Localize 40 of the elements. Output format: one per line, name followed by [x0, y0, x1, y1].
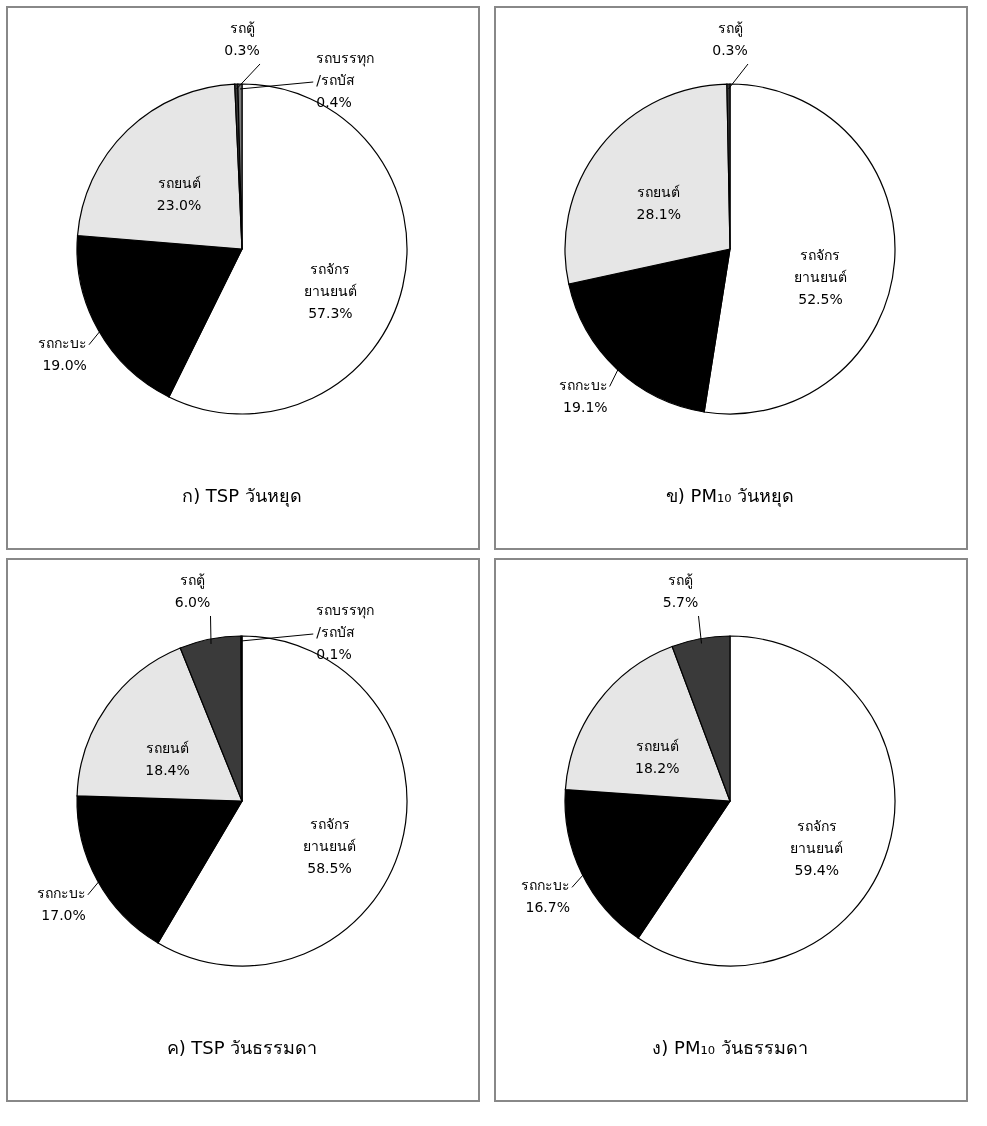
slice-label: รถกะบะ	[558, 376, 608, 393]
data-label: 0.3%	[224, 42, 260, 58]
slice-label: รถยนต์	[146, 740, 190, 757]
data-label: 17.0%	[41, 906, 86, 923]
slice-label: รถตู้	[668, 572, 693, 589]
text: ข) PM₁₀ วันหยุด	[665, 485, 795, 507]
data-label: 18.2%	[635, 759, 680, 776]
data-label: 0.3%	[712, 42, 748, 58]
slice-label: รถกะบะ	[36, 884, 86, 901]
text: ก) TSP วันหยุด	[182, 485, 302, 507]
slice-label: รถตู้	[229, 20, 255, 37]
text: ค) TSP วันธรรมดา	[166, 1037, 318, 1058]
data-label: 0.1%	[316, 646, 352, 662]
slice-label: รถยนต์	[157, 174, 201, 191]
slice-label: รถยนต์	[635, 737, 679, 754]
slice-label: รถตู้	[180, 572, 205, 589]
data-label: 28.1%	[636, 205, 682, 222]
slice-label: รถบรรทุก /รถบัส	[316, 602, 375, 640]
slice-label: รถกะบะ	[37, 334, 87, 351]
data-label: 5.7%	[662, 594, 699, 610]
slice-label: รถบรรทุก /รถบัส	[316, 50, 375, 88]
slice-label: รถจักร ยานยนต์	[793, 247, 847, 286]
data-label: 0.4%	[316, 94, 352, 110]
data-label: 19.1%	[563, 398, 608, 415]
data-label: 58.5%	[307, 859, 352, 876]
data-label: 52.5%	[798, 291, 843, 308]
data-label: 23.0%	[156, 196, 202, 213]
slice-label: รถจักร ยานยนต์	[303, 260, 357, 299]
data-label: 16.7%	[525, 899, 570, 916]
data-label: 18.4%	[145, 762, 190, 779]
slice-label: รถตู้	[717, 20, 743, 37]
data-label: 19.0%	[42, 356, 87, 373]
slice-label: รถจักร ยานยนต์	[303, 815, 357, 854]
slice-label: รถยนต์	[637, 183, 681, 200]
data-label: 6.0%	[174, 594, 211, 610]
slice-label: รถกะบะ	[520, 877, 570, 894]
data-label: 59.4%	[794, 862, 840, 879]
text: ง) PM₁₀ วันธรรมดา	[652, 1037, 808, 1058]
data-label: 57.3%	[308, 304, 353, 321]
slice-label: รถจักร ยานยนต์	[790, 818, 844, 857]
